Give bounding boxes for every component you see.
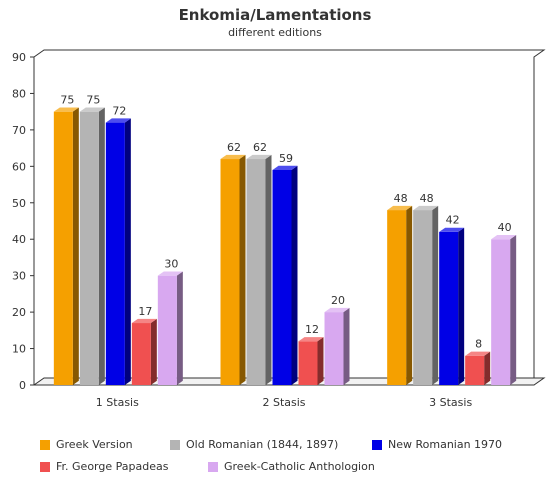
data-label: 48: [420, 192, 434, 205]
bar: [53, 111, 73, 386]
legend-label: New Romanian 1970: [388, 438, 503, 451]
y-tick-label: 20: [12, 306, 26, 319]
legend-label: Greek-Catholic Anthologion: [224, 460, 375, 473]
bar: [157, 275, 177, 385]
bar-top: [272, 165, 298, 170]
bar-side: [176, 271, 183, 385]
bar-top: [387, 205, 413, 211]
bar-side: [72, 107, 79, 385]
bar-top: [53, 107, 79, 112]
bar-top: [79, 107, 105, 112]
y-tick-label: 30: [12, 270, 26, 283]
bar-top: [298, 337, 324, 342]
bar-top: [220, 154, 246, 160]
bar: [491, 239, 511, 385]
data-label: 75: [60, 93, 74, 106]
x-tick-label: 1 Stasis: [96, 396, 139, 409]
bar-top: [324, 307, 350, 313]
bar: [131, 323, 151, 385]
data-label: 8: [475, 338, 482, 351]
bar: [298, 341, 318, 385]
chart-subtitle: different editions: [228, 26, 322, 39]
data-label: 59: [279, 152, 293, 165]
bar: [413, 210, 433, 385]
bar-side: [124, 118, 131, 386]
bar-side: [98, 107, 105, 385]
y-tick-label: 50: [12, 197, 26, 210]
bar-side: [458, 227, 465, 385]
y-tick-label: 80: [12, 87, 26, 100]
bar-top: [105, 118, 131, 123]
bar-side: [343, 307, 350, 385]
y-tick-label: 70: [12, 124, 26, 137]
bar-top: [413, 205, 439, 211]
chart-title: Enkomia/Lamentations: [178, 6, 372, 24]
data-label: 17: [138, 305, 152, 318]
bar-top: [246, 154, 272, 160]
x-tick-label: 3 Stasis: [429, 396, 472, 409]
data-label: 75: [86, 93, 100, 106]
data-label: 72: [112, 104, 126, 117]
legend-item: Greek Version: [40, 438, 133, 451]
data-label: 12: [305, 323, 319, 336]
bar-top: [131, 318, 157, 324]
bar: [387, 210, 407, 385]
legend-item: Fr. George Papadeas: [40, 460, 168, 473]
bar: [105, 122, 125, 385]
data-label: 42: [446, 214, 460, 227]
bar: [79, 111, 99, 386]
y-tick-label: 40: [12, 233, 26, 246]
legend-swatch: [372, 439, 382, 450]
bar-top: [439, 227, 465, 232]
bar: [439, 231, 459, 385]
bar: [220, 159, 240, 385]
y-tick-label: 90: [12, 51, 26, 64]
bar: [465, 355, 485, 385]
y-tick-label: 60: [12, 160, 26, 173]
bar: [246, 159, 266, 385]
legend-swatch: [208, 461, 218, 472]
bar: [324, 312, 344, 385]
bar-side: [484, 351, 491, 385]
legend-swatch: [40, 461, 50, 472]
bar-top: [465, 351, 491, 356]
bar-side: [406, 205, 413, 385]
legend-item: New Romanian 1970: [372, 438, 502, 451]
y-tick-label: 0: [19, 379, 26, 392]
bar-top: [491, 235, 517, 240]
data-label: 62: [227, 141, 241, 154]
data-label: 48: [394, 192, 408, 205]
legend-item: Old Romanian (1844, 1897): [170, 438, 338, 451]
bar-side: [317, 337, 324, 385]
x-tick-label: 2 Stasis: [262, 396, 305, 409]
bar-side: [291, 165, 298, 385]
legend-swatch: [40, 439, 50, 450]
bar-side: [239, 154, 246, 385]
legend-label: Old Romanian (1844, 1897): [186, 438, 339, 451]
bar-side: [265, 154, 272, 385]
y-tick-label: 10: [12, 343, 26, 356]
bar-side: [510, 235, 517, 385]
legend-label: Fr. George Papadeas: [56, 460, 169, 473]
bar-side: [150, 318, 157, 385]
legend-label: Greek Version: [56, 438, 133, 451]
data-label: 30: [164, 257, 178, 270]
data-label: 20: [331, 294, 345, 307]
legend-swatch: [170, 439, 180, 450]
data-label: 62: [253, 141, 267, 154]
bar: [272, 169, 292, 385]
data-label: 40: [498, 221, 512, 234]
bar-side: [432, 205, 439, 385]
legend-item: Greek-Catholic Anthologion: [208, 460, 375, 473]
bar-top: [157, 271, 183, 276]
